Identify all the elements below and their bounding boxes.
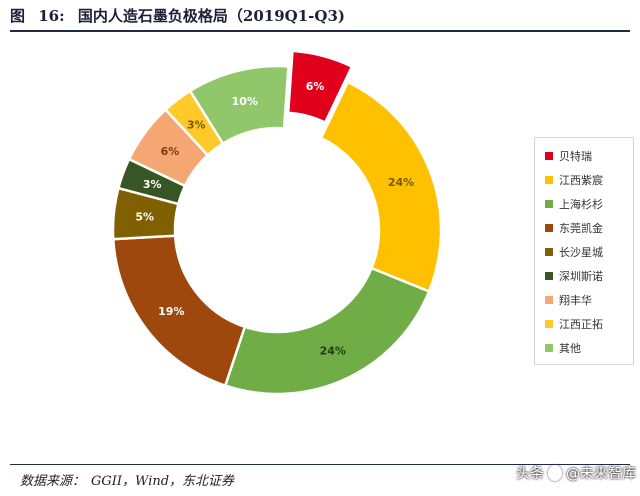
legend-item: 翔丰华	[545, 288, 633, 312]
figure-title-text: 国内人造石墨负极格局（2019Q1-Q3)	[77, 7, 345, 25]
slice-2	[223, 266, 431, 396]
legend-item: 其他	[545, 336, 633, 360]
legend-swatch	[545, 344, 553, 352]
figure-label: 图	[10, 7, 26, 25]
legend-item: 东莞凯金	[545, 216, 633, 240]
slice-0	[286, 49, 354, 125]
slice-label-3: 19%	[158, 305, 184, 318]
legend-label: 贝特瑞	[559, 150, 592, 163]
top-rule	[10, 30, 630, 32]
source-text: GGII，Wind，东北证券	[91, 474, 235, 489]
slice-label-7: 3%	[187, 118, 206, 131]
watermark: 头条 @未来智库	[516, 458, 636, 488]
slice-1	[319, 80, 443, 294]
legend-item: 深圳斯诺	[545, 264, 633, 288]
legend-swatch	[545, 152, 553, 160]
legend-label: 上海杉杉	[559, 198, 603, 211]
slice-label-2: 24%	[320, 345, 346, 358]
legend-item: 长沙星城	[545, 240, 633, 264]
slice-label-6: 6%	[161, 145, 180, 158]
legend-swatch	[545, 272, 553, 280]
legend-label: 江西正拓	[559, 318, 603, 331]
legend-swatch	[545, 224, 553, 232]
legend-label: 江西紫宸	[559, 174, 603, 187]
figure-number: 16:	[38, 7, 65, 25]
legend-swatch	[545, 320, 553, 328]
legend-swatch	[545, 200, 553, 208]
bottom-rule	[10, 464, 630, 465]
watermark-logo-icon	[548, 465, 562, 481]
legend-label: 翔丰华	[559, 294, 592, 307]
legend-label: 东莞凯金	[559, 222, 603, 235]
source-note: 数据来源： GGII，Wind，东北证券	[20, 470, 240, 489]
legend-label: 其他	[559, 342, 581, 355]
legend-swatch	[545, 296, 553, 304]
legend-item: 上海杉杉	[545, 192, 633, 216]
slice-label-5: 3%	[143, 178, 162, 191]
watermark-text-1: 头条	[516, 466, 544, 482]
slice-label-0: 6%	[306, 80, 325, 93]
legend-item: 贝特瑞	[545, 144, 633, 168]
watermark-text-2: @未来智库	[566, 466, 636, 482]
source-label: 数据来源：	[20, 474, 86, 489]
legend-label: 长沙星城	[559, 246, 603, 259]
legend-swatch	[545, 176, 553, 184]
legend-swatch	[545, 248, 553, 256]
slice-8	[188, 64, 290, 146]
legend-label: 深圳斯诺	[559, 270, 603, 283]
slice-label-1: 24%	[388, 176, 414, 189]
slice-label-4: 5%	[135, 211, 154, 224]
slice-label-8: 10%	[232, 95, 258, 108]
figure-title: 图 16: 国内人造石墨负极格局（2019Q1-Q3)	[10, 4, 630, 28]
legend-item: 江西正拓	[545, 312, 633, 336]
donut-chart: 6% 24% 24% 19% 5% 3% 6% 3% 10%	[111, 49, 443, 396]
legend-item: 江西紫宸	[545, 168, 633, 192]
chart-legend: 贝特瑞江西紫宸上海杉杉东莞凯金长沙星城深圳斯诺翔丰华江西正拓其他	[534, 137, 634, 365]
